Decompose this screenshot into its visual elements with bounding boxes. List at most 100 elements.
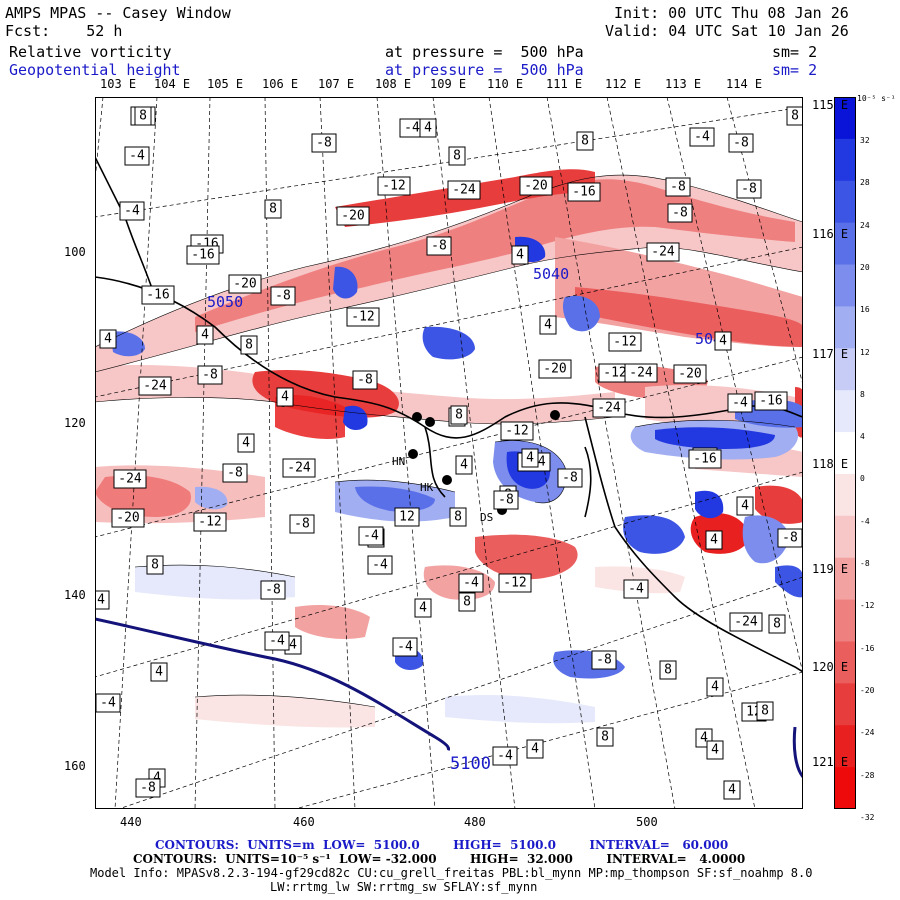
- contour-label-text: -8: [672, 206, 688, 221]
- contour-label: 4: [539, 315, 557, 335]
- contour-label: -8: [736, 179, 762, 199]
- contour-label: 8: [134, 106, 152, 126]
- contour-label-text: 4: [201, 328, 209, 343]
- contour-label: -20: [519, 176, 553, 196]
- colorbar-swatch: [834, 222, 856, 266]
- colorbar-border: [834, 97, 856, 809]
- contour-label: -12: [377, 176, 411, 196]
- colorbar-tick: 16: [860, 305, 870, 315]
- contour-label: -12: [193, 512, 227, 532]
- contour-label-text: 8: [581, 134, 589, 149]
- contour-label-text: -20: [116, 511, 139, 526]
- colorbar-swatch: [834, 557, 856, 601]
- contour-label-text: 4: [424, 121, 432, 136]
- colorbar-swatch: [834, 97, 856, 140]
- contour-label-text: -8: [140, 781, 156, 796]
- contour-label: -4: [264, 631, 290, 651]
- colorbar-tick: -20: [860, 685, 875, 695]
- contour-label: -4: [124, 146, 150, 166]
- contour-label-text: 8: [455, 408, 463, 423]
- colorbar-swatch: [834, 725, 856, 768]
- contour-label-text: -8: [265, 583, 281, 598]
- contour-label: -24: [113, 469, 147, 489]
- colorbar-swatch: [834, 348, 856, 391]
- contour-label-text: -4: [404, 121, 420, 136]
- y-tick-label: 140: [64, 588, 86, 602]
- contour-label: -8: [135, 778, 161, 798]
- contour-label: 4: [723, 780, 741, 800]
- station-label: HN: [392, 455, 405, 468]
- contour-label: 4: [706, 677, 724, 697]
- x-tick-label: 500: [636, 815, 658, 829]
- contour-label: 8: [659, 660, 677, 680]
- contour-label-text: -16: [572, 185, 595, 200]
- contour-label-text: -4: [269, 634, 285, 649]
- contour-label-text: -4: [129, 149, 145, 164]
- x-tick-label: 480: [464, 815, 486, 829]
- contour-label: 4: [455, 455, 473, 475]
- colorbar-tick: -24: [860, 728, 875, 738]
- contour-label: -16: [688, 449, 722, 469]
- colorbar-tick: 32: [860, 136, 870, 145]
- contour-label: -16: [141, 285, 175, 305]
- init-time: Init: 00 UTC Thu 08 Jan 26: [614, 4, 849, 22]
- contour-label: -12: [498, 573, 532, 593]
- contour-label-text: -24: [118, 472, 142, 487]
- contour-label-text: 4: [516, 248, 524, 263]
- contour-label: 8: [756, 701, 774, 721]
- lon-label: 111 E: [546, 77, 583, 91]
- lon-label-right: 120 E: [812, 660, 849, 674]
- colorbar-swatch: [834, 641, 856, 684]
- colorbar-tick: -16: [860, 643, 875, 653]
- colorbar-swatch: [834, 306, 856, 349]
- contour-label-text: -8: [741, 182, 757, 197]
- contour-label: -4: [399, 118, 425, 138]
- contour-label-text: 4: [242, 436, 250, 451]
- contour-label: -24: [282, 458, 316, 478]
- contour-label-text: 8: [453, 149, 461, 164]
- lon-label: 113 E: [665, 77, 702, 91]
- contour-label: 4: [95, 590, 110, 610]
- colorbar-swatch: [834, 599, 856, 642]
- contour-label: -8: [260, 580, 286, 600]
- contour-label: -8: [557, 468, 583, 488]
- contour-label: -20: [538, 359, 572, 379]
- contour-label-text: 4: [741, 499, 749, 514]
- contour-label-text: 4: [719, 334, 727, 349]
- contour-label-text: -8: [202, 368, 218, 383]
- vorticity-map: HN HK DS 5050 5040 5044 5100 -4-488-4-84…: [95, 97, 803, 809]
- contour-label-text: 8: [151, 558, 159, 573]
- contour-labels: -4-488-4-84-4-88-8-12-24-20-16-8-4-8-20-…: [95, 106, 803, 800]
- contour-label-text: -4: [497, 749, 513, 764]
- contour-label-text: -8: [357, 373, 373, 388]
- field1-smoothing: sm= 2: [772, 43, 818, 61]
- y-tick-label: 160: [64, 759, 86, 773]
- contour-label: -8: [352, 370, 378, 390]
- colorbar-tick: -28: [860, 770, 875, 780]
- contour-label-text: -12: [603, 366, 626, 381]
- contour-label: -4: [458, 573, 484, 593]
- contour-label-text: -4: [628, 582, 644, 597]
- contour-label: -4: [358, 526, 384, 546]
- contour-label-text: -4: [397, 640, 413, 655]
- contour-label-text: 4: [104, 332, 112, 347]
- contour-label-text: 4: [711, 743, 719, 758]
- contour-label: 8: [786, 106, 803, 126]
- contour-label: 8: [240, 335, 258, 355]
- lon-label: 105 E: [207, 77, 244, 91]
- colorbar-swatch: [834, 767, 856, 809]
- contour-label-text: -16: [693, 452, 716, 467]
- contour-label-text: 8: [245, 338, 253, 353]
- contour-label: -24: [592, 398, 626, 418]
- contour-label: 8: [768, 614, 786, 634]
- contour-label-text: -20: [678, 367, 701, 382]
- contour-label-text: 4: [155, 665, 163, 680]
- contour-label: -12: [608, 332, 642, 352]
- contour-label-text: -16: [146, 288, 169, 303]
- contour-label: 8: [450, 405, 468, 425]
- y-tick-label: 120: [64, 416, 86, 430]
- contour-label-text: -8: [733, 136, 749, 151]
- contour-label-text: 4: [289, 638, 297, 653]
- colorbar-swatch: [834, 515, 856, 559]
- geopotential-contours: [95, 617, 803, 778]
